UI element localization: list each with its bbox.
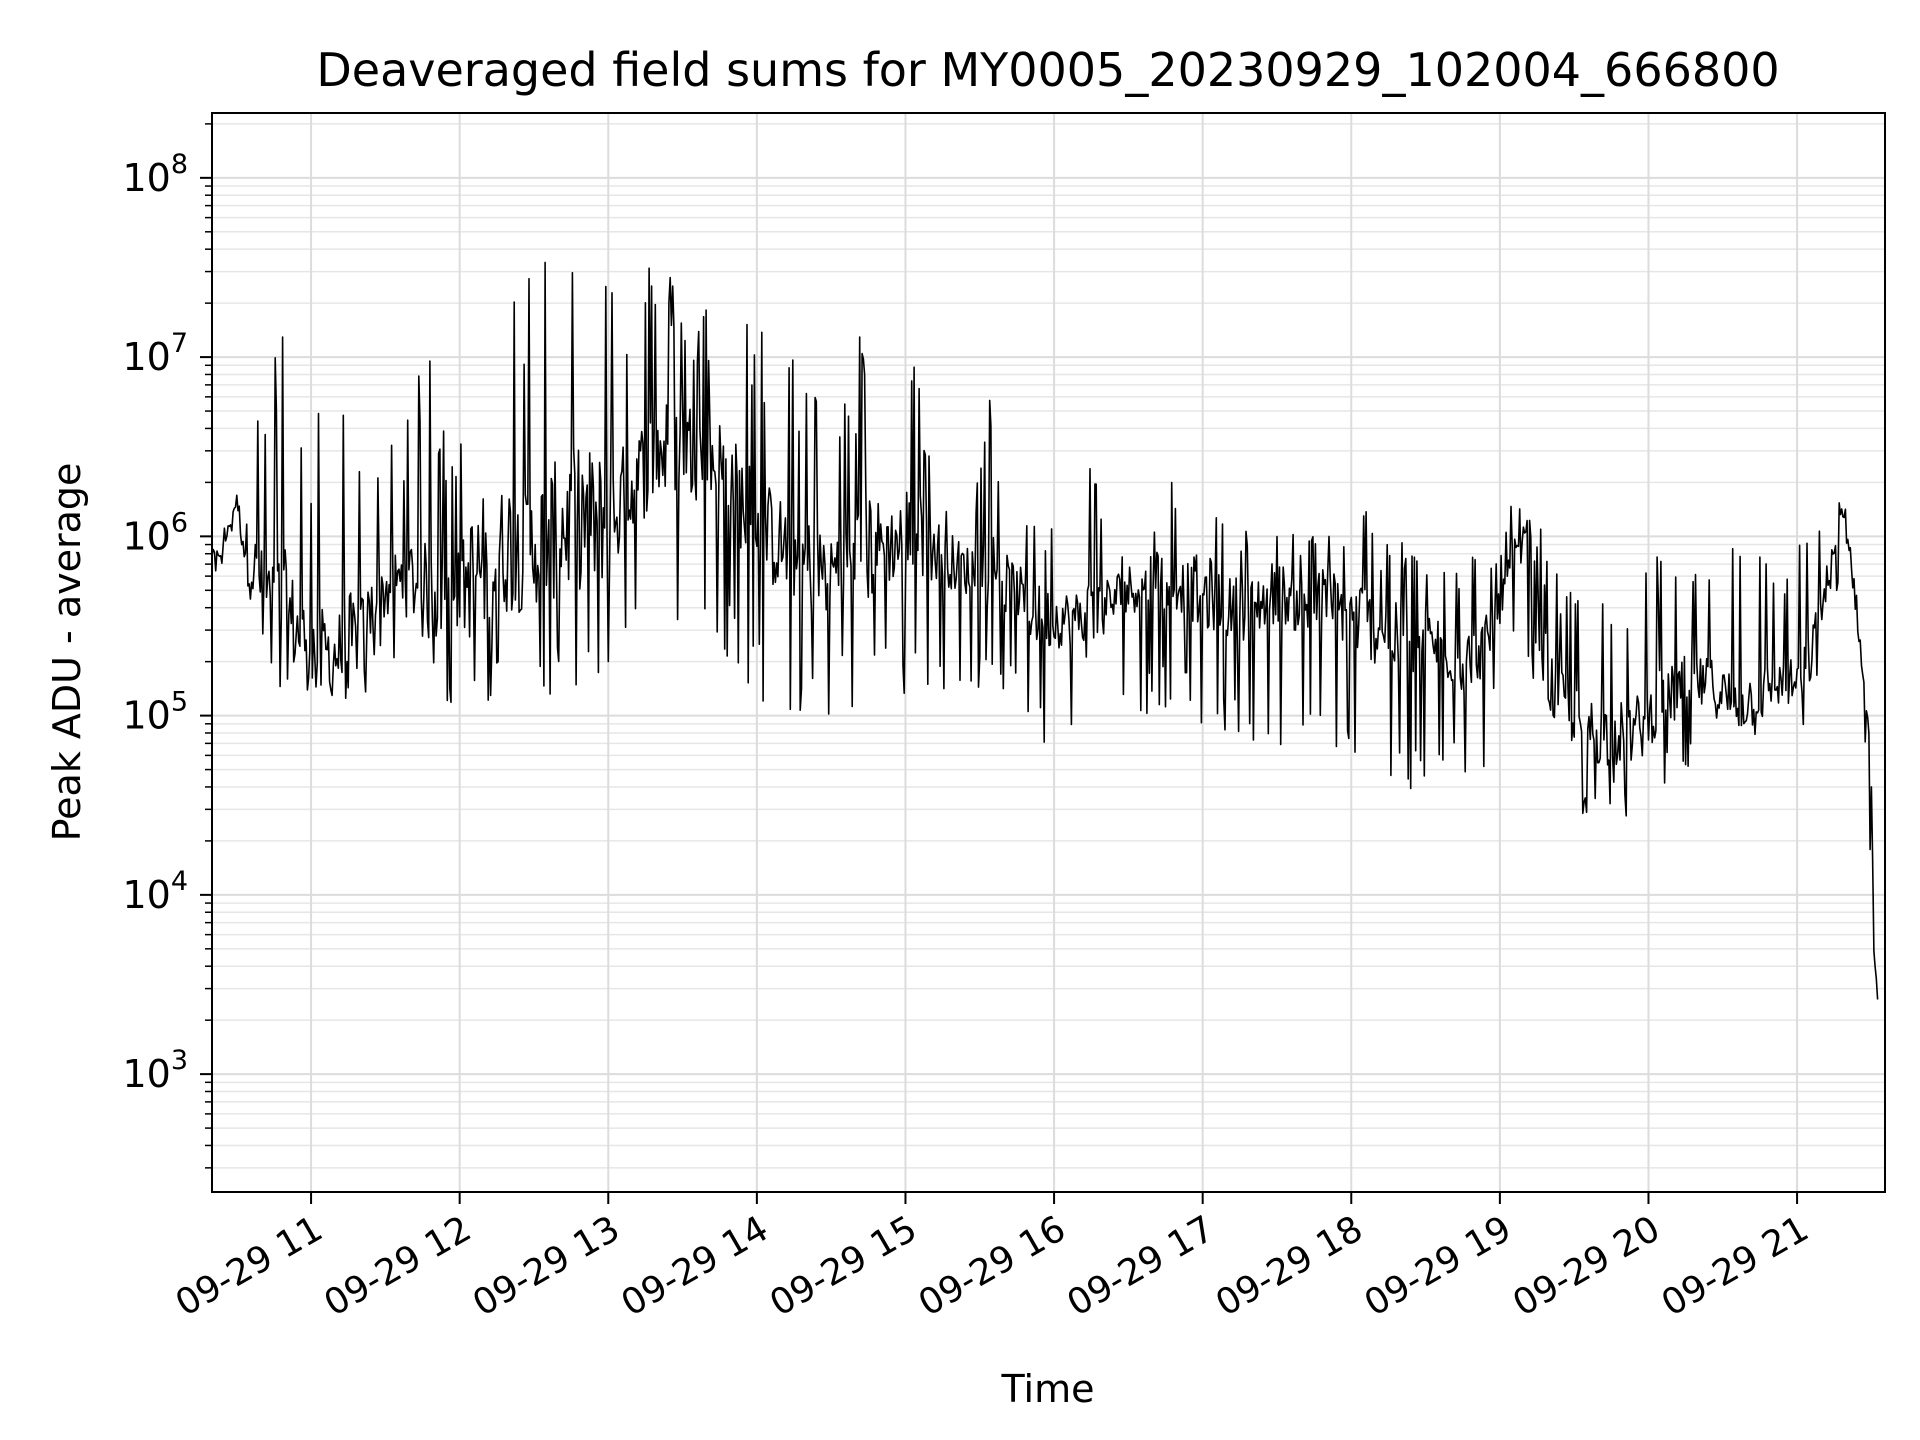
y-tick-base: 10 bbox=[122, 694, 170, 738]
y-tick-base: 10 bbox=[122, 1052, 170, 1096]
y-tick-exponent: 7 bbox=[171, 328, 188, 359]
y-tick-exponent: 8 bbox=[171, 149, 188, 180]
plot-frame bbox=[211, 112, 1886, 1193]
chart-title: Deaveraged field sums for MY0005_2023092… bbox=[316, 43, 1779, 97]
y-axis-label: Peak ADU - average bbox=[45, 463, 89, 842]
grid bbox=[205, 113, 1885, 1192]
y-tick-label: 104 bbox=[122, 866, 188, 917]
data-series bbox=[212, 261, 1879, 1000]
y-tick-base: 10 bbox=[122, 873, 170, 917]
y-tick-exponent: 4 bbox=[171, 866, 188, 897]
series-line bbox=[212, 261, 1879, 1000]
y-tick-label: 107 bbox=[122, 328, 188, 379]
y-tick-base: 10 bbox=[122, 514, 170, 558]
y-tick-exponent: 5 bbox=[171, 687, 188, 718]
x-axis-label: Time bbox=[1001, 1367, 1095, 1411]
y-tick-label: 105 bbox=[122, 687, 188, 738]
y-tick-base: 10 bbox=[122, 335, 170, 379]
y-tick-label: 103 bbox=[122, 1045, 188, 1096]
y-tick-label: 106 bbox=[122, 507, 188, 558]
y-tick-exponent: 3 bbox=[171, 1045, 188, 1076]
y-tick-base: 10 bbox=[122, 156, 170, 200]
y-tick-label: 108 bbox=[122, 149, 188, 200]
y-tick-exponent: 6 bbox=[171, 507, 188, 538]
